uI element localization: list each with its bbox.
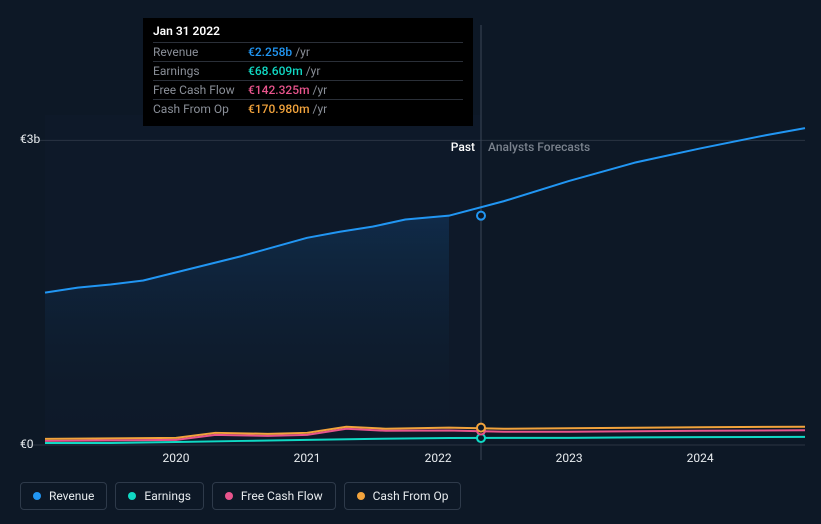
past-label: Past [451,140,475,154]
x-axis-label: 2023 [556,451,583,465]
tooltip-metric-unit: /yr [313,102,328,116]
y-axis-label: €3b [20,132,40,146]
tooltip-metric-value: €142.325m [248,83,310,97]
hover-marker [477,212,485,220]
x-axis-label: 2022 [425,451,452,465]
legend-dot-icon [357,492,365,500]
tooltip-metric-label: Cash From Op [153,102,248,116]
legend-label: Revenue [49,489,94,503]
x-axis-label: 2021 [294,451,321,465]
hover-marker [477,424,485,432]
tooltip-metric-value: €68.609m [248,64,303,78]
legend-label: Earnings [144,489,191,503]
tooltip-metric-label: Revenue [153,45,248,59]
tooltip-row: Free Cash Flow€142.325m/yr [153,80,463,99]
tooltip-date: Jan 31 2022 [153,24,463,42]
tooltip-metric-unit: /yr [306,64,321,78]
financial-forecast-chart: Past Analysts Forecasts Jan 31 2022 Reve… [0,0,821,524]
hover-tooltip: Jan 31 2022 Revenue€2.258b/yrEarnings€68… [143,18,473,126]
y-axis-label: €0 [20,437,34,451]
legend-label: Free Cash Flow [241,489,323,503]
legend-item-fcf[interactable]: Free Cash Flow [212,482,336,510]
legend-dot-icon [33,492,41,500]
legend-dot-icon [128,492,136,500]
tooltip-row: Revenue€2.258b/yr [153,42,463,61]
legend-dot-icon [225,492,233,500]
tooltip-row: Cash From Op€170.980m/yr [153,99,463,118]
legend-item-earnings[interactable]: Earnings [115,482,204,510]
forecast-label: Analysts Forecasts [488,140,590,154]
tooltip-metric-value: €170.980m [248,102,310,116]
legend-item-revenue[interactable]: Revenue [20,482,107,510]
tooltip-metric-unit: /yr [295,45,310,59]
x-axis-label: 2020 [163,451,190,465]
tooltip-metric-label: Free Cash Flow [153,83,248,97]
legend: Revenue Earnings Free Cash Flow Cash From O… [20,482,461,510]
legend-item-cfo[interactable]: Cash From Op [344,482,462,510]
legend-label: Cash From Op [373,489,449,503]
x-axis-label: 2024 [687,451,714,465]
tooltip-metric-value: €2.258b [248,45,292,59]
tooltip-row: Earnings€68.609m/yr [153,61,463,80]
tooltip-metric-unit: /yr [313,83,328,97]
tooltip-metric-label: Earnings [153,64,248,78]
